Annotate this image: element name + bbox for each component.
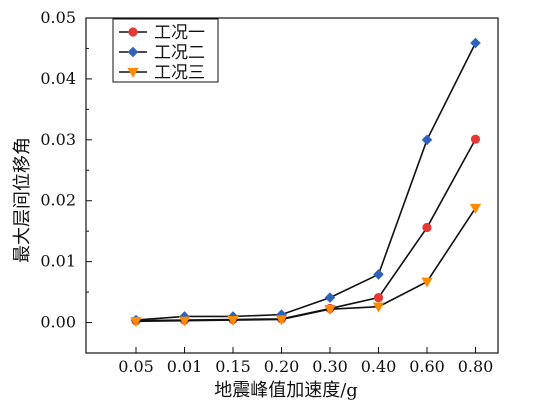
data-point [421,277,433,288]
data-point [373,292,384,303]
y-axis: 0.00 0.01 0.02 0.03 0.04 0.05 [40,8,92,332]
legend-item-2: 工况二 [119,43,205,63]
series-layer [130,37,482,328]
series-line [135,42,477,321]
y-tick-label: 0.02 [40,191,76,210]
series-line [135,207,477,323]
x-tick-label: 0.15 [215,357,251,376]
x-tick-label: 0.40 [361,357,397,376]
data-point [275,315,288,326]
x-axis: 0.05 0.01 0.15 0.20 0.30 0.40 0.60 0.80 [118,347,493,376]
data-point [373,269,384,280]
data-point [421,134,433,146]
legend-marker [127,67,139,78]
legend-marker [127,46,139,58]
x-tick-label: 0.30 [312,357,348,376]
data-point [324,304,336,315]
x-axis-label: 地震峰值加速度/g [214,380,358,401]
data-point [130,317,142,328]
y-tick-label: 0.00 [40,313,76,332]
data-point [469,203,482,214]
y-tick-label: 0.01 [40,252,76,271]
y-tick-label: 0.04 [40,69,76,88]
x-tick-label: 0.20 [264,357,300,376]
series-3 [130,203,482,328]
x-tick-label: 0.80 [458,357,494,376]
legend-label: 工况一 [154,23,205,43]
data-point [178,316,191,327]
data-point [324,292,336,303]
data-point [227,315,239,326]
data-point [470,134,481,144]
x-tick-label: 0.01 [167,357,203,376]
x-tick-label: 0.60 [409,357,445,376]
x-tick-label: 0.05 [118,357,154,376]
data-point [372,302,385,313]
legend-item-3: 工况三 [119,63,205,83]
y-tick-label: 0.03 [40,130,76,149]
legend-marker [128,27,138,37]
data-point [470,37,481,49]
legend-label: 工况三 [154,63,205,83]
y-axis-label: 最大层间位移角 [12,137,33,263]
legend-item-1: 工况一 [119,23,205,43]
data-point [422,222,432,233]
legend-label: 工况二 [154,43,205,63]
y-tick-label: 0.05 [40,8,76,27]
